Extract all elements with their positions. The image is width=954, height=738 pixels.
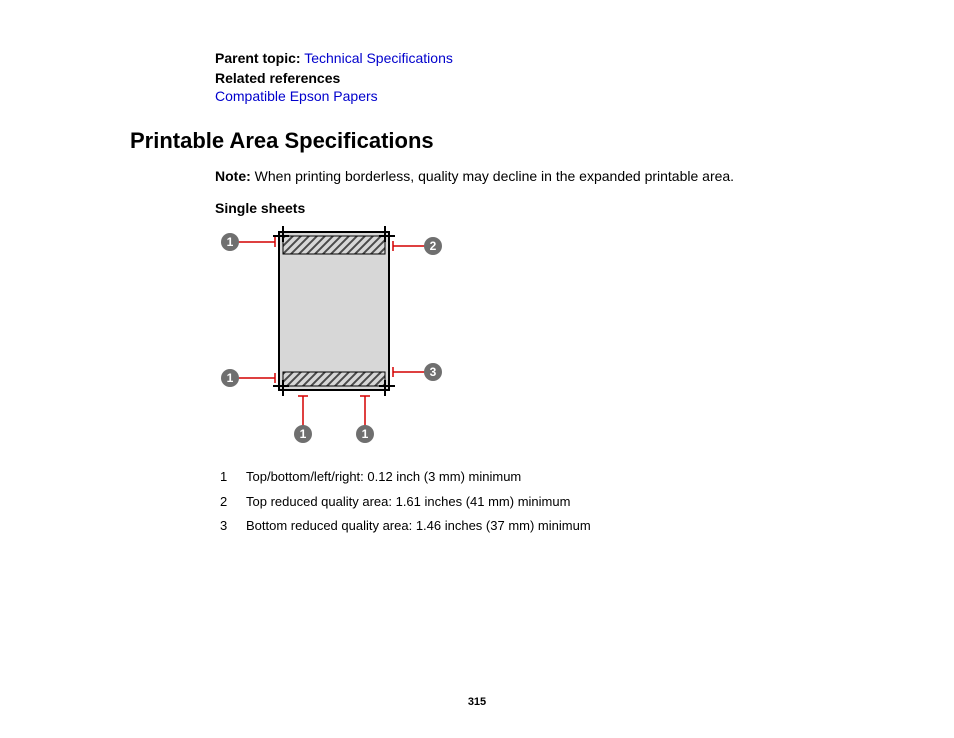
legend-text: Top reduced quality area: 1.61 inches (4… [246, 494, 570, 509]
parent-topic-link[interactable]: Technical Specifications [304, 50, 453, 66]
related-refs-label: Related references [215, 70, 453, 86]
related-refs-link[interactable]: Compatible Epson Papers [215, 88, 453, 104]
svg-text:1: 1 [227, 371, 234, 385]
svg-text:3: 3 [430, 365, 437, 379]
note-label: Note: [215, 168, 251, 184]
single-sheets-label: Single sheets [215, 200, 305, 216]
legend-num: 2 [220, 490, 246, 515]
note-text: When printing borderless, quality may de… [251, 168, 734, 184]
note-line: Note: When printing borderless, quality … [215, 168, 734, 184]
page-title: Printable Area Specifications [130, 128, 434, 154]
legend-item: 2Top reduced quality area: 1.61 inches (… [220, 490, 591, 515]
svg-text:2: 2 [430, 239, 437, 253]
legend-item: 3Bottom reduced quality area: 1.46 inche… [220, 514, 591, 539]
printable-area-diagram: 1 1 1 1 2 3 [215, 218, 445, 448]
page: Parent topic: Technical Specifications R… [0, 0, 954, 738]
parent-topic-label: Parent topic: [215, 50, 301, 66]
legend: 1Top/bottom/left/right: 0.12 inch (3 mm)… [220, 465, 591, 539]
svg-text:1: 1 [300, 427, 307, 441]
svg-text:1: 1 [227, 235, 234, 249]
parent-topic-line: Parent topic: Technical Specifications [215, 50, 453, 66]
svg-text:1: 1 [362, 427, 369, 441]
legend-text: Bottom reduced quality area: 1.46 inches… [246, 518, 591, 533]
top-block: Parent topic: Technical Specifications R… [215, 50, 453, 104]
legend-num: 3 [220, 514, 246, 539]
legend-num: 1 [220, 465, 246, 490]
legend-text: Top/bottom/left/right: 0.12 inch (3 mm) … [246, 469, 521, 484]
page-number: 315 [0, 696, 954, 708]
legend-item: 1Top/bottom/left/right: 0.12 inch (3 mm)… [220, 465, 591, 490]
